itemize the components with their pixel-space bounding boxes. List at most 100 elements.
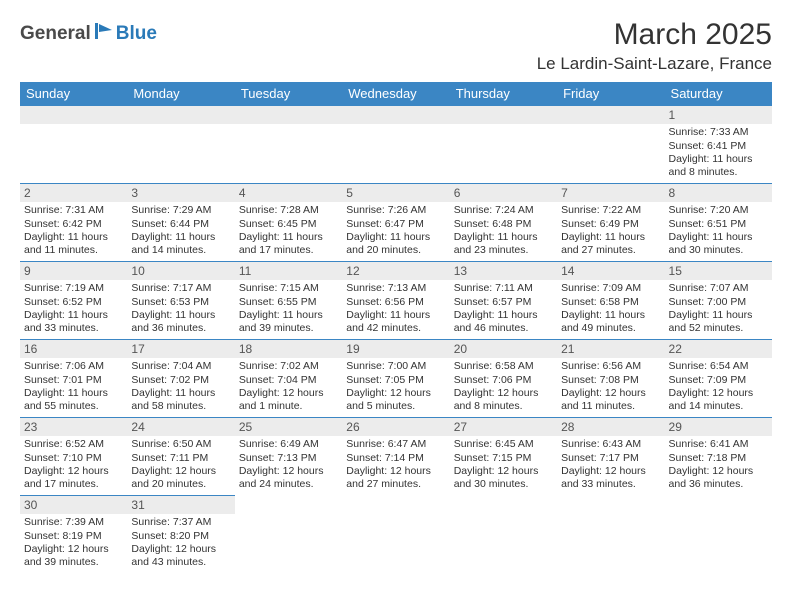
daylight: Daylight: 11 hours and 30 minutes.: [669, 231, 768, 257]
sunrise: Sunrise: 6:56 AM: [561, 360, 660, 373]
day-data: Sunrise: 7:33 AMSunset: 6:41 PMDaylight:…: [665, 124, 772, 183]
sunrise: Sunrise: 6:52 AM: [24, 438, 123, 451]
sunrise: Sunrise: 6:47 AM: [346, 438, 445, 451]
sunset: Sunset: 6:51 PM: [669, 218, 768, 231]
sunset: Sunset: 8:20 PM: [131, 530, 230, 543]
sunrise: Sunrise: 7:26 AM: [346, 204, 445, 217]
daylight: Daylight: 12 hours and 27 minutes.: [346, 465, 445, 491]
day-number: 26: [342, 418, 449, 436]
calendar-cell: 8Sunrise: 7:20 AMSunset: 6:51 PMDaylight…: [665, 184, 772, 262]
day-number: 11: [235, 262, 342, 280]
sunset: Sunset: 6:52 PM: [24, 296, 123, 309]
day-data: Sunrise: 7:06 AMSunset: 7:01 PMDaylight:…: [20, 358, 127, 417]
sunset: Sunset: 6:53 PM: [131, 296, 230, 309]
sunset: Sunset: 8:19 PM: [24, 530, 123, 543]
sunset: Sunset: 7:00 PM: [669, 296, 768, 309]
weekday-header: Thursday: [450, 82, 557, 106]
sunrise: Sunrise: 7:17 AM: [131, 282, 230, 295]
calendar-row: 23Sunrise: 6:52 AMSunset: 7:10 PMDayligh…: [20, 418, 772, 496]
calendar-cell: 29Sunrise: 6:41 AMSunset: 7:18 PMDayligh…: [665, 418, 772, 496]
daylight: Daylight: 11 hours and 11 minutes.: [24, 231, 123, 257]
calendar-cell: 20Sunrise: 6:58 AMSunset: 7:06 PMDayligh…: [450, 340, 557, 418]
sunrise: Sunrise: 6:54 AM: [669, 360, 768, 373]
daylight: Daylight: 11 hours and 49 minutes.: [561, 309, 660, 335]
sunrise: Sunrise: 6:58 AM: [454, 360, 553, 373]
calendar-cell: [235, 106, 342, 184]
day-data: Sunrise: 7:07 AMSunset: 7:00 PMDaylight:…: [665, 280, 772, 339]
weekday-header: Tuesday: [235, 82, 342, 106]
daylight: Daylight: 12 hours and 30 minutes.: [454, 465, 553, 491]
day-number: 23: [20, 418, 127, 436]
calendar-cell: 6Sunrise: 7:24 AMSunset: 6:48 PMDaylight…: [450, 184, 557, 262]
sunrise: Sunrise: 7:00 AM: [346, 360, 445, 373]
calendar-table: SundayMondayTuesdayWednesdayThursdayFrid…: [20, 82, 772, 574]
calendar-cell: 19Sunrise: 7:00 AMSunset: 7:05 PMDayligh…: [342, 340, 449, 418]
sunrise: Sunrise: 7:31 AM: [24, 204, 123, 217]
sunset: Sunset: 6:47 PM: [346, 218, 445, 231]
sunset: Sunset: 7:09 PM: [669, 374, 768, 387]
daylight: Daylight: 12 hours and 17 minutes.: [24, 465, 123, 491]
sunset: Sunset: 7:01 PM: [24, 374, 123, 387]
calendar-cell: [20, 106, 127, 184]
day-data: Sunrise: 6:52 AMSunset: 7:10 PMDaylight:…: [20, 436, 127, 495]
calendar-cell: 11Sunrise: 7:15 AMSunset: 6:55 PMDayligh…: [235, 262, 342, 340]
day-number: 22: [665, 340, 772, 358]
sunset: Sunset: 7:11 PM: [131, 452, 230, 465]
calendar-cell: 1Sunrise: 7:33 AMSunset: 6:41 PMDaylight…: [665, 106, 772, 184]
day-data: Sunrise: 7:26 AMSunset: 6:47 PMDaylight:…: [342, 202, 449, 261]
daylight: Daylight: 12 hours and 39 minutes.: [24, 543, 123, 569]
day-data: Sunrise: 6:50 AMSunset: 7:11 PMDaylight:…: [127, 436, 234, 495]
day-data: Sunrise: 7:24 AMSunset: 6:48 PMDaylight:…: [450, 202, 557, 261]
weekday-header: Wednesday: [342, 82, 449, 106]
day-data: Sunrise: 6:49 AMSunset: 7:13 PMDaylight:…: [235, 436, 342, 495]
calendar-cell: 18Sunrise: 7:02 AMSunset: 7:04 PMDayligh…: [235, 340, 342, 418]
calendar-cell: 5Sunrise: 7:26 AMSunset: 6:47 PMDaylight…: [342, 184, 449, 262]
calendar-row: 2Sunrise: 7:31 AMSunset: 6:42 PMDaylight…: [20, 184, 772, 262]
sunrise: Sunrise: 7:02 AM: [239, 360, 338, 373]
daylight: Daylight: 12 hours and 24 minutes.: [239, 465, 338, 491]
calendar-cell: [557, 106, 664, 184]
day-data: Sunrise: 6:43 AMSunset: 7:17 PMDaylight:…: [557, 436, 664, 495]
sunrise: Sunrise: 6:41 AM: [669, 438, 768, 451]
empty-day: [557, 106, 664, 124]
sunset: Sunset: 6:55 PM: [239, 296, 338, 309]
calendar-cell: 9Sunrise: 7:19 AMSunset: 6:52 PMDaylight…: [20, 262, 127, 340]
day-data: Sunrise: 7:29 AMSunset: 6:44 PMDaylight:…: [127, 202, 234, 261]
empty-day: [20, 106, 127, 124]
calendar-cell: 15Sunrise: 7:07 AMSunset: 7:00 PMDayligh…: [665, 262, 772, 340]
calendar-cell: 31Sunrise: 7:37 AMSunset: 8:20 PMDayligh…: [127, 496, 234, 574]
day-data: Sunrise: 6:56 AMSunset: 7:08 PMDaylight:…: [557, 358, 664, 417]
day-data: Sunrise: 7:22 AMSunset: 6:49 PMDaylight:…: [557, 202, 664, 261]
calendar-cell: 26Sunrise: 6:47 AMSunset: 7:14 PMDayligh…: [342, 418, 449, 496]
calendar-cell: 24Sunrise: 6:50 AMSunset: 7:11 PMDayligh…: [127, 418, 234, 496]
day-number: 9: [20, 262, 127, 280]
location: Le Lardin-Saint-Lazare, France: [537, 54, 772, 74]
daylight: Daylight: 11 hours and 17 minutes.: [239, 231, 338, 257]
sunrise: Sunrise: 7:20 AM: [669, 204, 768, 217]
calendar-cell: [665, 496, 772, 574]
day-number: 7: [557, 184, 664, 202]
calendar-cell: 23Sunrise: 6:52 AMSunset: 7:10 PMDayligh…: [20, 418, 127, 496]
calendar-cell: 16Sunrise: 7:06 AMSunset: 7:01 PMDayligh…: [20, 340, 127, 418]
sunset: Sunset: 6:44 PM: [131, 218, 230, 231]
daylight: Daylight: 11 hours and 20 minutes.: [346, 231, 445, 257]
daylight: Daylight: 11 hours and 58 minutes.: [131, 387, 230, 413]
header: General Blue March 2025 Le Lardin-Saint-…: [20, 18, 772, 74]
day-number: 17: [127, 340, 234, 358]
sunrise: Sunrise: 6:45 AM: [454, 438, 553, 451]
day-data: Sunrise: 6:41 AMSunset: 7:18 PMDaylight:…: [665, 436, 772, 495]
sunset: Sunset: 6:45 PM: [239, 218, 338, 231]
sunrise: Sunrise: 6:50 AM: [131, 438, 230, 451]
day-number: 14: [557, 262, 664, 280]
daylight: Daylight: 11 hours and 42 minutes.: [346, 309, 445, 335]
sunset: Sunset: 7:10 PM: [24, 452, 123, 465]
calendar-cell: 4Sunrise: 7:28 AMSunset: 6:45 PMDaylight…: [235, 184, 342, 262]
sunset: Sunset: 7:18 PM: [669, 452, 768, 465]
sunset: Sunset: 7:02 PM: [131, 374, 230, 387]
calendar-cell: [450, 496, 557, 574]
calendar-cell: 22Sunrise: 6:54 AMSunset: 7:09 PMDayligh…: [665, 340, 772, 418]
sunset: Sunset: 6:41 PM: [669, 140, 768, 153]
day-data: Sunrise: 7:37 AMSunset: 8:20 PMDaylight:…: [127, 514, 234, 573]
day-number: 6: [450, 184, 557, 202]
logo-text-dark: General: [20, 23, 91, 45]
